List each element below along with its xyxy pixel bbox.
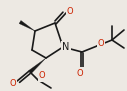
Text: O: O [10, 80, 16, 89]
Polygon shape [29, 58, 46, 74]
Text: N: N [62, 42, 70, 52]
Text: O: O [77, 69, 83, 78]
Text: O: O [98, 39, 104, 49]
Text: O: O [39, 72, 45, 81]
Polygon shape [19, 20, 35, 31]
Text: O: O [67, 6, 73, 15]
